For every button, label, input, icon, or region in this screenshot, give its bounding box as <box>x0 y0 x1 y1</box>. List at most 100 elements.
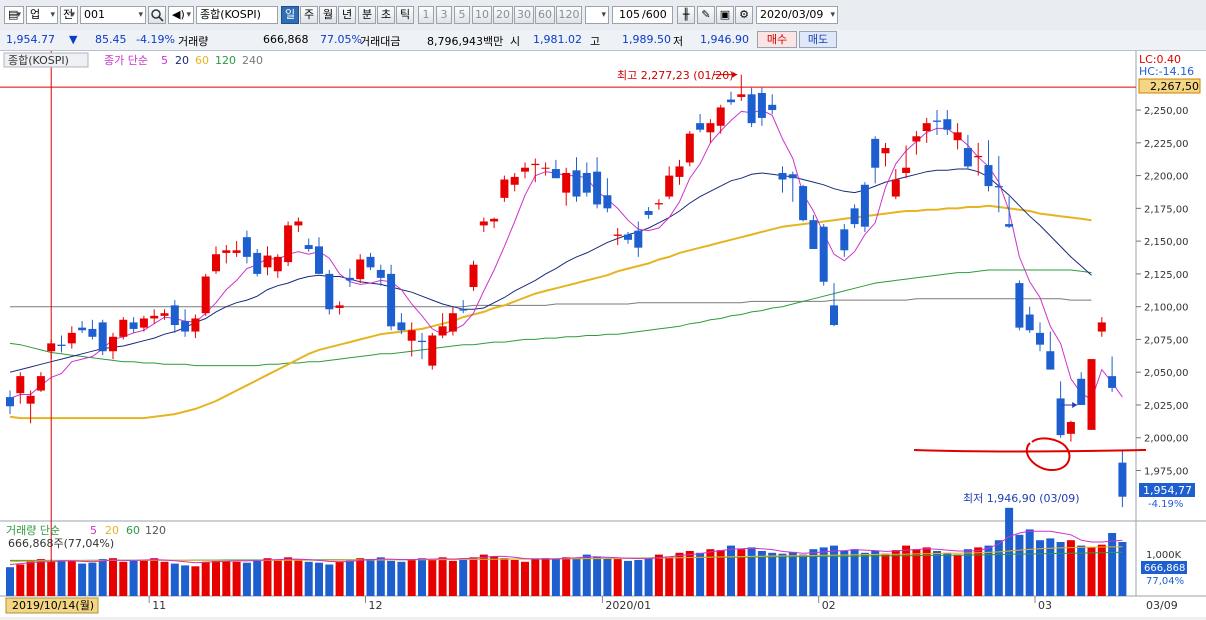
period-tick-button[interactable]: 틱 <box>396 6 414 24</box>
candle-body <box>273 256 282 272</box>
interval-dropdown[interactable] <box>585 6 609 24</box>
volume-bar <box>521 561 529 596</box>
volume-bar <box>36 559 45 596</box>
volume-current-label: 666,868주(77,04%) <box>8 537 114 550</box>
hand-drawn-support-line <box>913 449 1147 453</box>
volume-bar <box>407 560 416 596</box>
candle-body <box>902 167 911 173</box>
period-week-button[interactable]: 주 <box>300 6 318 24</box>
candle-body <box>860 184 869 227</box>
chart-name-label: 종합(KOSPI) <box>8 54 69 67</box>
interval-button[interactable]: 30 <box>514 6 534 24</box>
ma240-line <box>10 298 1092 308</box>
interval-button[interactable]: 20 <box>493 6 513 24</box>
candle-body <box>181 321 190 332</box>
candle-body <box>345 277 354 281</box>
volume-bar <box>294 559 303 596</box>
volume-bar <box>376 557 385 596</box>
volume-bar <box>644 558 653 596</box>
sell-button[interactable]: 매도 <box>799 31 837 48</box>
menu-icon[interactable]: ▤ <box>4 6 24 24</box>
candle-body <box>871 138 880 168</box>
code-input[interactable]: 001 <box>80 6 146 24</box>
volume-bar <box>253 560 262 596</box>
count-input[interactable]: 105 <box>612 6 642 24</box>
candle-body <box>376 269 385 278</box>
candle-body <box>933 120 941 122</box>
volume-ma20-line <box>9 546 1123 563</box>
volume-bar <box>67 560 76 596</box>
candle-body <box>716 107 725 126</box>
volume-bar <box>922 547 931 596</box>
candle-body <box>757 93 766 118</box>
candle-body <box>57 344 66 346</box>
candle-body <box>706 123 715 133</box>
volume-bar <box>479 554 488 596</box>
period-month-button[interactable]: 월 <box>319 6 337 24</box>
price-tick-label: 2,000,00 <box>1144 434 1189 445</box>
candle-body <box>974 155 983 158</box>
vol-ma5-legend: 5 <box>90 524 97 537</box>
toolbar: ▤ 업 전 001 ◀) 종합(KOSPI) 일 주 월 년 분 초 틱 1 3… <box>0 0 1206 31</box>
volume-bar <box>706 549 715 596</box>
kospi-chart[interactable]: 2,250,00 2,225,00 2,200,00 2,175,00 2,150,00… <box>0 51 1206 617</box>
volume-bar <box>109 558 117 596</box>
volume-bar <box>500 558 509 596</box>
volume-bar <box>366 559 375 596</box>
date-input[interactable]: 2020/03/09 <box>756 6 838 24</box>
ma60-line <box>9 204 1092 420</box>
candle-body <box>727 99 735 103</box>
interval-button[interactable]: 3 <box>436 6 452 24</box>
volume-bar <box>685 551 694 596</box>
market-select[interactable]: 업 <box>26 6 58 24</box>
period-minute-button[interactable]: 분 <box>358 6 376 24</box>
candle-body <box>737 94 746 97</box>
volume-bar <box>6 567 14 596</box>
interval-button[interactable]: 60 <box>535 6 555 24</box>
low-label: 저 <box>673 35 684 48</box>
interval-button[interactable]: 5 <box>454 6 470 24</box>
ma20-line <box>9 168 1092 373</box>
candle-body <box>428 335 437 366</box>
buy-button[interactable]: 매수 <box>757 31 797 48</box>
settings-icon[interactable]: ⚙ <box>735 6 753 24</box>
candle-body <box>459 309 468 311</box>
interval-button[interactable]: 10 <box>472 6 492 24</box>
max-price-label: 최고 2,277,23 (01/20) <box>617 69 734 82</box>
price-tick-label: 2,050,00 <box>1144 368 1189 379</box>
volume-bar <box>902 545 911 596</box>
candle-body <box>747 94 756 124</box>
type-select[interactable]: 전 <box>60 6 78 24</box>
search-icon[interactable] <box>148 6 166 24</box>
volume-bar <box>1005 507 1014 596</box>
save-icon[interactable]: ▣ <box>716 6 734 24</box>
candle-body <box>407 330 416 341</box>
interval-button[interactable]: 1 <box>418 6 434 24</box>
chart-area[interactable]: 2,250,00 2,225,00 2,200,00 2,175,00 2,150,00… <box>0 51 1206 617</box>
candle-body <box>26 395 35 404</box>
interval-button[interactable]: 120 <box>556 6 582 24</box>
period-day-button[interactable]: 일 <box>281 6 299 24</box>
volume-bar <box>490 556 499 596</box>
candle-body <box>36 376 45 391</box>
sound-icon[interactable]: ◀) <box>168 6 194 24</box>
period-year-button[interactable]: 년 <box>338 6 356 24</box>
volume-label: 거래량 <box>178 35 209 48</box>
candle-body <box>1087 359 1096 430</box>
volume-ma5-line <box>9 530 1123 565</box>
candle-type-icon[interactable]: ╫ <box>677 6 695 24</box>
volume-bar <box>799 554 808 596</box>
last-price-label: 1,954,77 <box>1143 484 1192 497</box>
candle-body <box>994 186 1003 188</box>
volume-bar <box>212 560 220 596</box>
chart-background <box>0 51 1206 617</box>
tools-icon[interactable]: ✎ <box>697 6 715 24</box>
candle-body <box>891 179 900 197</box>
period-second-button[interactable]: 초 <box>377 6 395 24</box>
chart-name-box[interactable] <box>3 52 89 68</box>
ma240-legend: 240 <box>242 54 263 67</box>
x-tick-label: 2020/01 <box>605 599 651 612</box>
candle-body <box>613 234 622 236</box>
volume-bar <box>325 564 334 596</box>
volume-bar <box>933 551 941 596</box>
